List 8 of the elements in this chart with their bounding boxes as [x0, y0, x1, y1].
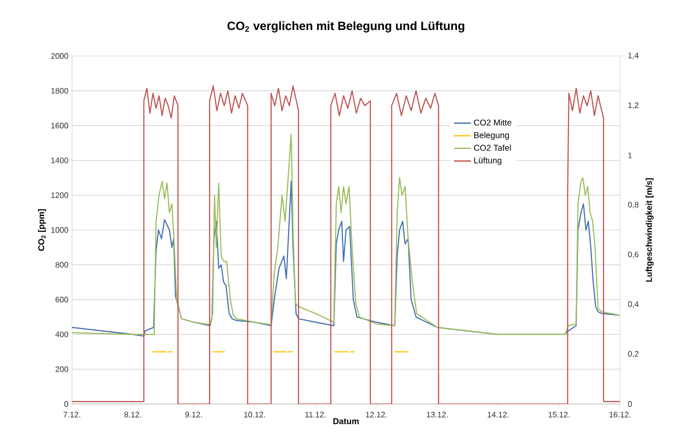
y-axis-title: CO$_{2}$ [ppm] — [38, 209, 46, 251]
chart-title: CO$_{2}$ verglichen mit Belegung und Lüftung — [227, 21, 464, 32]
legend-label: CO2 Tafel — [474, 144, 511, 151]
legend-label: Belegung — [474, 132, 509, 140]
legend-label: CO2 Mitte — [474, 119, 512, 126]
x-axis-title: Datum — [333, 418, 359, 424]
legend-label: Lüftung — [474, 157, 502, 166]
y2-axis-title: Luftgeschwindigkeit [m/s] — [646, 178, 654, 282]
